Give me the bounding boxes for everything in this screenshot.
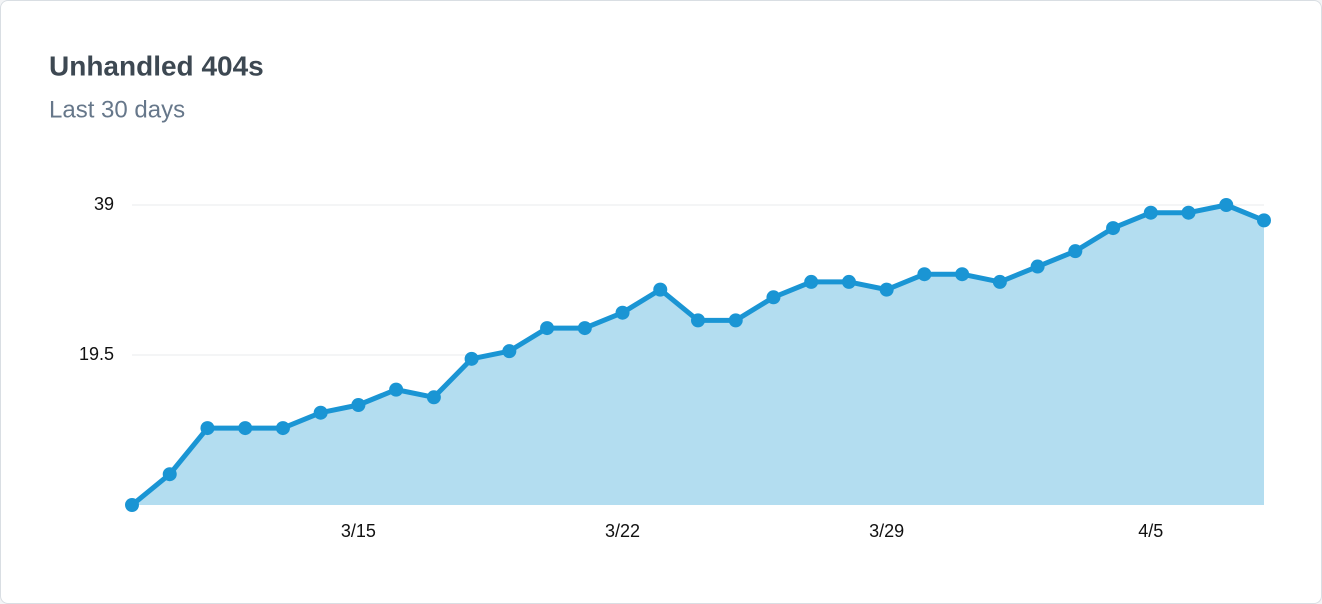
point [389, 382, 404, 397]
chart-subtitle: Last 30 days [49, 96, 185, 123]
point [125, 498, 139, 512]
point [1219, 198, 1234, 212]
point [162, 467, 177, 482]
y-tick-label: 39 [94, 194, 114, 214]
point [1030, 259, 1045, 274]
x-tick-label: 3/15 [341, 521, 376, 541]
point [502, 344, 517, 359]
point [1257, 213, 1271, 228]
chart-title: Unhandled 404s [49, 50, 264, 81]
x-tick-label: 4/5 [1138, 521, 1163, 541]
point [426, 390, 441, 405]
point [1181, 205, 1196, 220]
point [728, 313, 743, 328]
point [313, 405, 328, 420]
point [200, 421, 215, 436]
point [1106, 221, 1121, 236]
point [615, 305, 630, 320]
point [917, 267, 932, 282]
y-tick-label: 19.5 [79, 344, 114, 364]
point [1068, 244, 1083, 259]
point [1143, 205, 1158, 220]
point [841, 274, 856, 289]
point [577, 321, 592, 336]
point [955, 267, 970, 282]
point [351, 398, 366, 412]
point [540, 321, 555, 336]
point [992, 274, 1007, 289]
point [275, 421, 290, 436]
x-tick-label: 3/22 [605, 521, 640, 541]
point [804, 274, 819, 289]
point [766, 290, 781, 305]
point [464, 351, 479, 366]
point [691, 313, 705, 328]
x-tick-label: 3/29 [869, 521, 904, 541]
point [653, 282, 668, 297]
point [238, 421, 253, 436]
point [879, 282, 894, 297]
